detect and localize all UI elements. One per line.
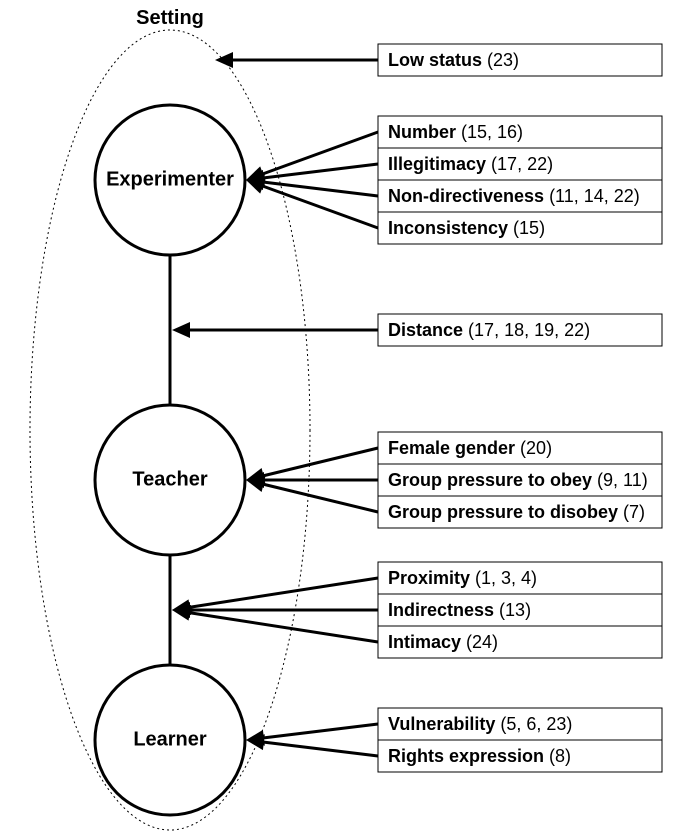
box-label-setting-group-0: Low status (23)	[388, 50, 519, 70]
box-label-experimenter-group-3: Inconsistency (15)	[388, 218, 545, 238]
box-label-experimenter-group-1: Illegitimacy (17, 22)	[388, 154, 553, 174]
box-label-link-group-2: Intimacy (24)	[388, 632, 498, 652]
node-label-experimenter: Experimenter	[106, 168, 234, 190]
node-label-teacher: Teacher	[132, 468, 207, 490]
box-label-experimenter-group-0: Number (15, 16)	[388, 122, 523, 142]
setting-title: Setting	[136, 7, 204, 29]
box-label-teacher-group-1: Group pressure to obey (9, 11)	[388, 470, 648, 490]
box-label-teacher-group-0: Female gender (20)	[388, 438, 552, 458]
node-label-learner: Learner	[133, 728, 207, 750]
box-label-teacher-group-2: Group pressure to disobey (7)	[388, 502, 645, 522]
box-label-learner-group-0: Vulnerability (5, 6, 23)	[388, 714, 572, 734]
box-label-experimenter-group-2: Non-directiveness (11, 14, 22)	[388, 186, 640, 206]
box-label-learner-group-1: Rights expression (8)	[388, 746, 571, 766]
box-label-link-group-0: Proximity (1, 3, 4)	[388, 568, 537, 588]
box-label-distance-group-0: Distance (17, 18, 19, 22)	[388, 320, 590, 340]
box-label-link-group-1: Indirectness (13)	[388, 600, 531, 620]
